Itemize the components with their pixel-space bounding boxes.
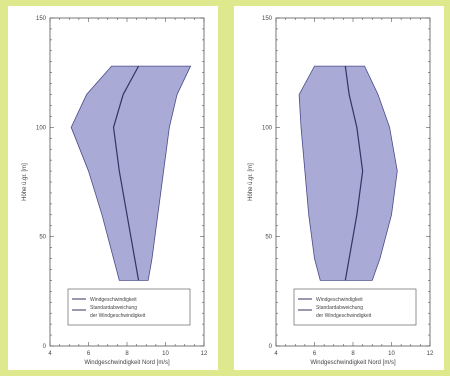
x-tick-label: 10 <box>162 351 169 357</box>
legend-entry: der Windgeschwindigkeit <box>316 313 372 319</box>
y-tick-label: 100 <box>262 125 273 131</box>
std-band <box>298 65 398 281</box>
x-axis-title: Windgeschwindigkeit Nord [m/s] <box>310 360 396 366</box>
x-tick-label: 4 <box>48 351 52 357</box>
wind-profile-chart-right: 0 50 100 150 4 6 8 10 12 Windgeschwindigkeit Nord… <box>248 16 434 366</box>
y-tick-label: 50 <box>265 235 272 241</box>
y-tick-label: 150 <box>36 16 47 22</box>
wind-profile-chart-left: 0 50 100 150 4 6 8 10 12 Windgeschwindigkeit Nord… <box>22 16 208 366</box>
chart-panel-left: 0 50 100 150 4 6 8 10 12 Windgeschwindigkeit Nord… <box>8 6 218 370</box>
legend <box>67 288 191 326</box>
legend-entry: der Windgeschwindigkeit <box>90 313 146 319</box>
std-band <box>70 65 192 281</box>
x-tick-label: 8 <box>351 351 355 357</box>
legend <box>293 288 417 326</box>
x-tick-label: 8 <box>125 351 129 357</box>
y-tick-label: 100 <box>36 125 47 131</box>
y-axis-title: Höhe ü.gr. [m] <box>248 163 254 201</box>
legend-entry: Windgeschwindigkeit <box>90 297 137 303</box>
y-tick-label: 150 <box>262 16 273 22</box>
chart-panel-right: 0 50 100 150 4 6 8 10 12 Windgeschwindigkeit Nord… <box>234 6 444 370</box>
x-axis-title: Windgeschwindigkeit Nord [m/s] <box>84 360 170 366</box>
y-tick-label: 0 <box>269 344 273 350</box>
x-tick-label: 6 <box>313 351 317 357</box>
y-axis-title: Höhe ü.gr. [m] <box>22 163 28 201</box>
x-tick-label: 12 <box>427 351 434 357</box>
legend-entry: Standardabweichung <box>316 305 363 311</box>
x-tick-label: 6 <box>87 351 91 357</box>
x-tick-label: 10 <box>388 351 395 357</box>
legend-entry: Windgeschwindigkeit <box>316 297 363 303</box>
mean-line <box>344 66 364 281</box>
y-tick-label: 50 <box>39 235 46 241</box>
y-tick-label: 0 <box>43 344 47 350</box>
legend-entry: Standardabweichung <box>90 305 137 311</box>
mean-line <box>112 65 140 281</box>
x-tick-label: 4 <box>274 351 278 357</box>
x-tick-label: 12 <box>201 351 208 357</box>
